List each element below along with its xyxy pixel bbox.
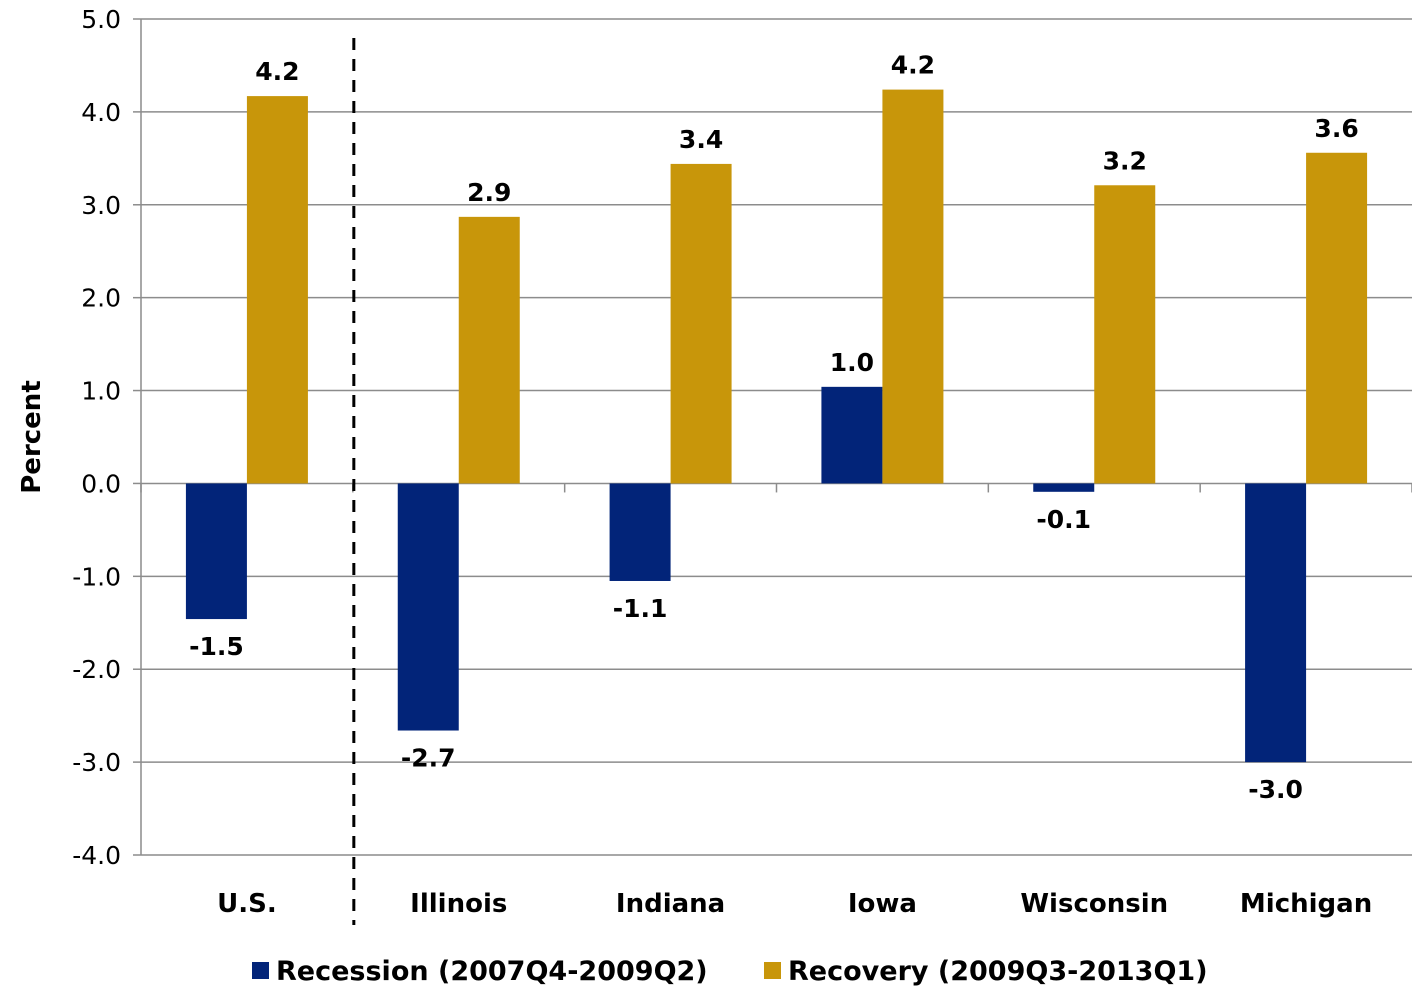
y-tick-label: 4.0 <box>81 98 121 127</box>
y-tick-label: -3.0 <box>72 748 121 777</box>
bar-recession <box>821 386 883 484</box>
bar-recession <box>1245 483 1307 763</box>
bar-recovery <box>882 89 944 484</box>
bar-recovery <box>246 96 308 484</box>
y-tick-label: -1.0 <box>72 562 121 591</box>
data-label: -1.1 <box>613 594 668 623</box>
legend-swatch-recession <box>252 962 269 979</box>
data-label: 3.4 <box>679 125 723 154</box>
data-label: -3.0 <box>1248 775 1303 804</box>
x-tick-label: Indiana <box>616 889 725 919</box>
y-tick-label: 3.0 <box>81 191 121 220</box>
data-label: 4.2 <box>891 51 935 80</box>
data-labels: -1.5 4.2 -2.7 2.9 -1.1 3.4 1.0 4.2 -0.1 3.2 -3.0 3.… <box>189 51 1359 805</box>
bar-recovery <box>1306 152 1368 484</box>
category-labels: U.S. Illinois Indiana Iowa Wisconsin Michigan <box>217 889 1372 919</box>
data-label: 3.6 <box>1314 114 1358 143</box>
data-label: 4.2 <box>255 57 299 86</box>
y-axis-ticks: 5.0 4.0 3.0 2.0 1.0 0.0 -1.0 -2.0 -3.0 -4.0 <box>72 5 141 870</box>
x-tick-label: U.S. <box>217 889 277 919</box>
y-tick-label: 2.0 <box>81 284 121 313</box>
bar-recovery <box>1094 185 1156 484</box>
bar-recession <box>609 483 671 581</box>
y-axis-label: Percent <box>17 380 47 494</box>
y-tick-label: 0.0 <box>81 469 121 498</box>
data-label: 2.9 <box>467 178 511 207</box>
y-tick-label: -2.0 <box>72 655 121 684</box>
x-tick-label: Wisconsin <box>1020 889 1168 919</box>
x-tick-label: Iowa <box>848 889 917 919</box>
data-label: 1.0 <box>830 348 874 377</box>
bar-recession <box>1033 483 1095 492</box>
bar-recession <box>185 483 247 620</box>
data-label: -2.7 <box>401 744 456 773</box>
y-tick-label: -4.0 <box>72 841 121 870</box>
gridlines <box>141 18 1412 856</box>
legend-label-recession: Recession (2007Q4-2009Q2) <box>276 956 708 987</box>
bar-recession <box>397 483 459 731</box>
legend-swatch-recovery <box>764 962 781 979</box>
bar-recovery <box>458 216 520 484</box>
x-tick-label: Illinois <box>410 889 507 919</box>
legend-label-recovery: Recovery (2009Q3-2013Q1) <box>788 956 1208 987</box>
y-tick-label: 1.0 <box>81 377 121 406</box>
data-label: -1.5 <box>189 632 244 661</box>
x-tick-label: Michigan <box>1240 889 1372 919</box>
data-label: -0.1 <box>1036 505 1091 534</box>
y-tick-label: 5.0 <box>81 5 121 34</box>
data-label: 3.2 <box>1103 146 1147 175</box>
bar-recovery <box>670 163 732 484</box>
axes <box>140 19 1412 855</box>
legend: Recession (2007Q4-2009Q2) Recovery (2009Q… <box>252 956 1208 987</box>
bars <box>185 89 1368 763</box>
